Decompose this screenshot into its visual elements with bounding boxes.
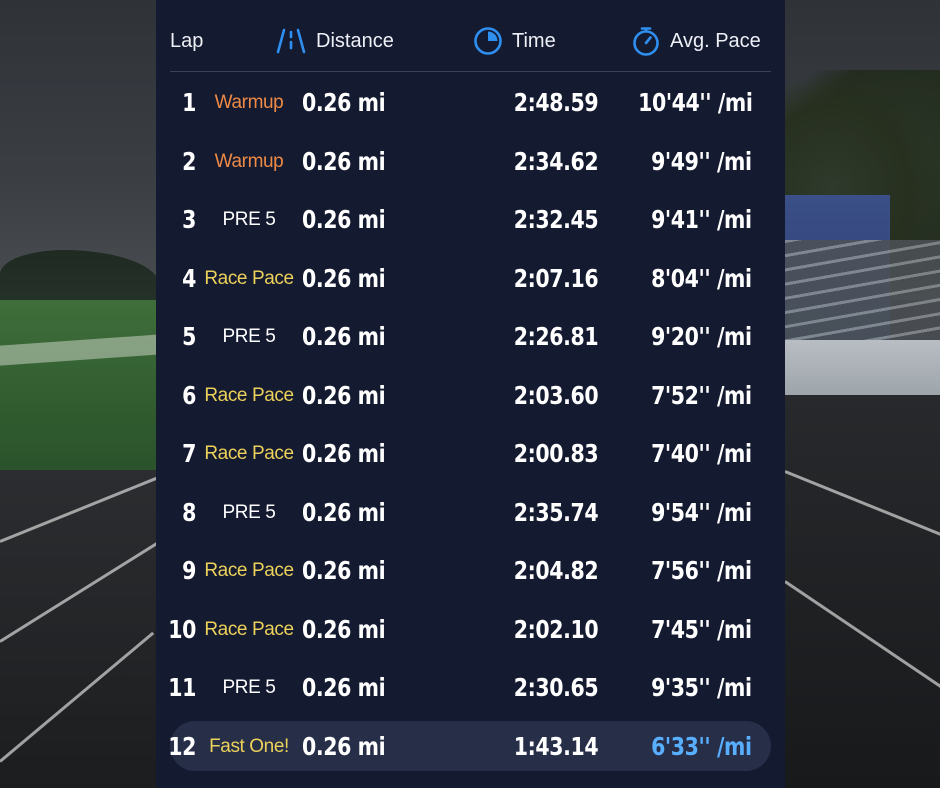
lap-pace: 9'35'' /mi: [651, 673, 752, 702]
lap-pace: 9'41'' /mi: [651, 205, 752, 234]
lap-pace: 9'54'' /mi: [651, 497, 752, 527]
lap-time-text: 2:32.45: [513, 205, 599, 234]
stopwatch-icon: [633, 27, 659, 56]
lap-number: 11: [168, 673, 196, 702]
lap-row-5[interactable]: 5 PRE 5 0.26 mi 2:26.81 9'20'' /mi: [156, 306, 785, 364]
lap-row-6[interactable]: 6 Race Pace 0.26 mi 2:03.60 7'52'' /mi: [156, 365, 785, 423]
lap-number: 3: [182, 205, 196, 234]
header-time: Time: [473, 27, 556, 55]
lap-distance: 0.26 mi: [302, 439, 386, 468]
lap-distance: 0.26 mi: [302, 88, 386, 117]
road-icon: [276, 28, 306, 54]
lap-time-text: 2:35.74: [513, 497, 599, 527]
lap-number: 5: [182, 322, 196, 351]
lap-label: Warmup: [214, 92, 284, 113]
lap-distance: 0.26 mi: [302, 673, 386, 702]
clock-icon: [474, 27, 502, 55]
lap-distance: 0.26 mi: [302, 731, 386, 761]
lap-pace: 7'45'' /mi: [651, 614, 752, 644]
running-track-right: [785, 395, 940, 788]
lap-label: Race Pace: [204, 384, 294, 406]
lap-number: 4: [182, 263, 196, 293]
lap-distance: 0.26 mi: [302, 146, 386, 176]
lap-number: 12: [168, 731, 196, 761]
lap-pace: 7'52'' /mi: [651, 380, 752, 410]
table-header: Lap Distance Time Av: [156, 0, 785, 72]
lap-label: PRE 5: [222, 209, 276, 230]
lap-pace: 8'04'' /mi: [651, 263, 752, 293]
laps-panel: Lap Distance Time Av: [156, 0, 785, 788]
header-avg-pace-label: Avg. Pace: [670, 29, 761, 52]
lap-distance: 0.26 mi: [302, 556, 386, 585]
lap-distance: 0.26 mi: [302, 263, 386, 293]
lap-number: 8: [182, 497, 196, 527]
lap-label: Race Pace: [204, 560, 294, 581]
lap-pace: 7'40'' /mi: [651, 439, 752, 468]
lap-time-text: 2:26.81: [513, 322, 599, 351]
lap-number: 6: [182, 380, 196, 410]
lap-label: Race Pace: [204, 443, 294, 464]
header-divider: [170, 71, 771, 72]
lap-label: Race Pace: [204, 618, 294, 640]
lap-time-text: 2:48.59: [513, 88, 599, 117]
lap-pace: 9'20'' /mi: [651, 322, 752, 351]
header-lap-label: Lap: [170, 29, 204, 52]
lap-number: 9: [182, 556, 196, 585]
best-lap-highlight: [170, 720, 771, 771]
lap-pace: 10'44'' /mi: [637, 88, 753, 117]
lap-row-2[interactable]: 2 Warmup 0.26 mi 2:34.62 9'49'' /mi: [156, 131, 785, 189]
lap-label: Warmup: [214, 150, 284, 172]
lap-row-10[interactable]: 10 Race Pace 0.26 mi 2:02.10 7'45'' /mi: [156, 599, 785, 657]
lap-time-text: 2:30.65: [513, 673, 599, 702]
lap-distance: 0.26 mi: [302, 380, 386, 410]
lap-number: 2: [182, 146, 196, 176]
lap-row-1[interactable]: 1 Warmup 0.26 mi 2:48.59 10'44'' /mi: [156, 72, 785, 130]
stadium-wall: [785, 340, 940, 400]
lap-row-4[interactable]: 4 Race Pace 0.26 mi 2:07.16 8'04'' /mi: [156, 248, 785, 306]
lap-row-7[interactable]: 7 Race Pace 0.26 mi 2:00.83 7'40'' /mi: [156, 423, 785, 481]
header-lap: Lap: [170, 28, 203, 54]
lap-distance: 0.26 mi: [302, 322, 386, 351]
bleachers: [785, 240, 940, 350]
header-distance: Distance: [275, 28, 394, 54]
lap-number: 7: [182, 439, 196, 468]
lap-pace-best: 6'33'' /mi: [651, 731, 752, 761]
lap-time-text: 2:34.62: [513, 146, 599, 176]
football-field: [0, 300, 160, 500]
header-distance-label: Distance: [316, 29, 394, 52]
lap-label: Fast One!: [209, 735, 289, 757]
lap-row-9[interactable]: 9 Race Pace 0.26 mi 2:04.82 7'56'' /mi: [156, 540, 785, 598]
lap-row-8[interactable]: 8 PRE 5 0.26 mi 2:35.74 9'54'' /mi: [156, 482, 785, 540]
lap-row-3[interactable]: 3 PRE 5 0.26 mi 2:32.45 9'41'' /mi: [156, 189, 785, 247]
lap-time-text: 1:43.14: [513, 731, 599, 761]
lap-time-text: 2:07.16: [513, 263, 599, 293]
header-time-label: Time: [512, 29, 556, 52]
running-track-left: [0, 470, 160, 788]
lap-distance: 0.26 mi: [302, 205, 386, 234]
lap-time-text: 2:02.10: [513, 614, 599, 644]
lap-time-text: 2:00.83: [513, 439, 599, 468]
lap-row-11[interactable]: 11 PRE 5 0.26 mi 2:30.65 9'35'' /mi: [156, 657, 785, 715]
lap-number: 1: [182, 88, 196, 117]
lap-label: PRE 5: [222, 501, 276, 523]
lap-label: PRE 5: [222, 677, 276, 698]
lap-time-text: 2:03.60: [513, 380, 599, 410]
lap-number: 10: [168, 614, 196, 644]
lap-pace: 9'49'' /mi: [651, 146, 752, 176]
lap-label: Race Pace: [204, 267, 294, 289]
lap-row-12[interactable]: 12 Fast One! 0.26 mi 1:43.14 6'33'' /mi: [156, 716, 785, 774]
lap-time-text: 2:04.82: [513, 556, 599, 585]
lap-distance: 0.26 mi: [302, 614, 386, 644]
header-avg-pace: Avg. Pace: [631, 27, 761, 56]
lap-distance: 0.26 mi: [302, 497, 386, 527]
lap-label: PRE 5: [222, 326, 276, 347]
lap-pace: 7'56'' /mi: [651, 556, 752, 585]
